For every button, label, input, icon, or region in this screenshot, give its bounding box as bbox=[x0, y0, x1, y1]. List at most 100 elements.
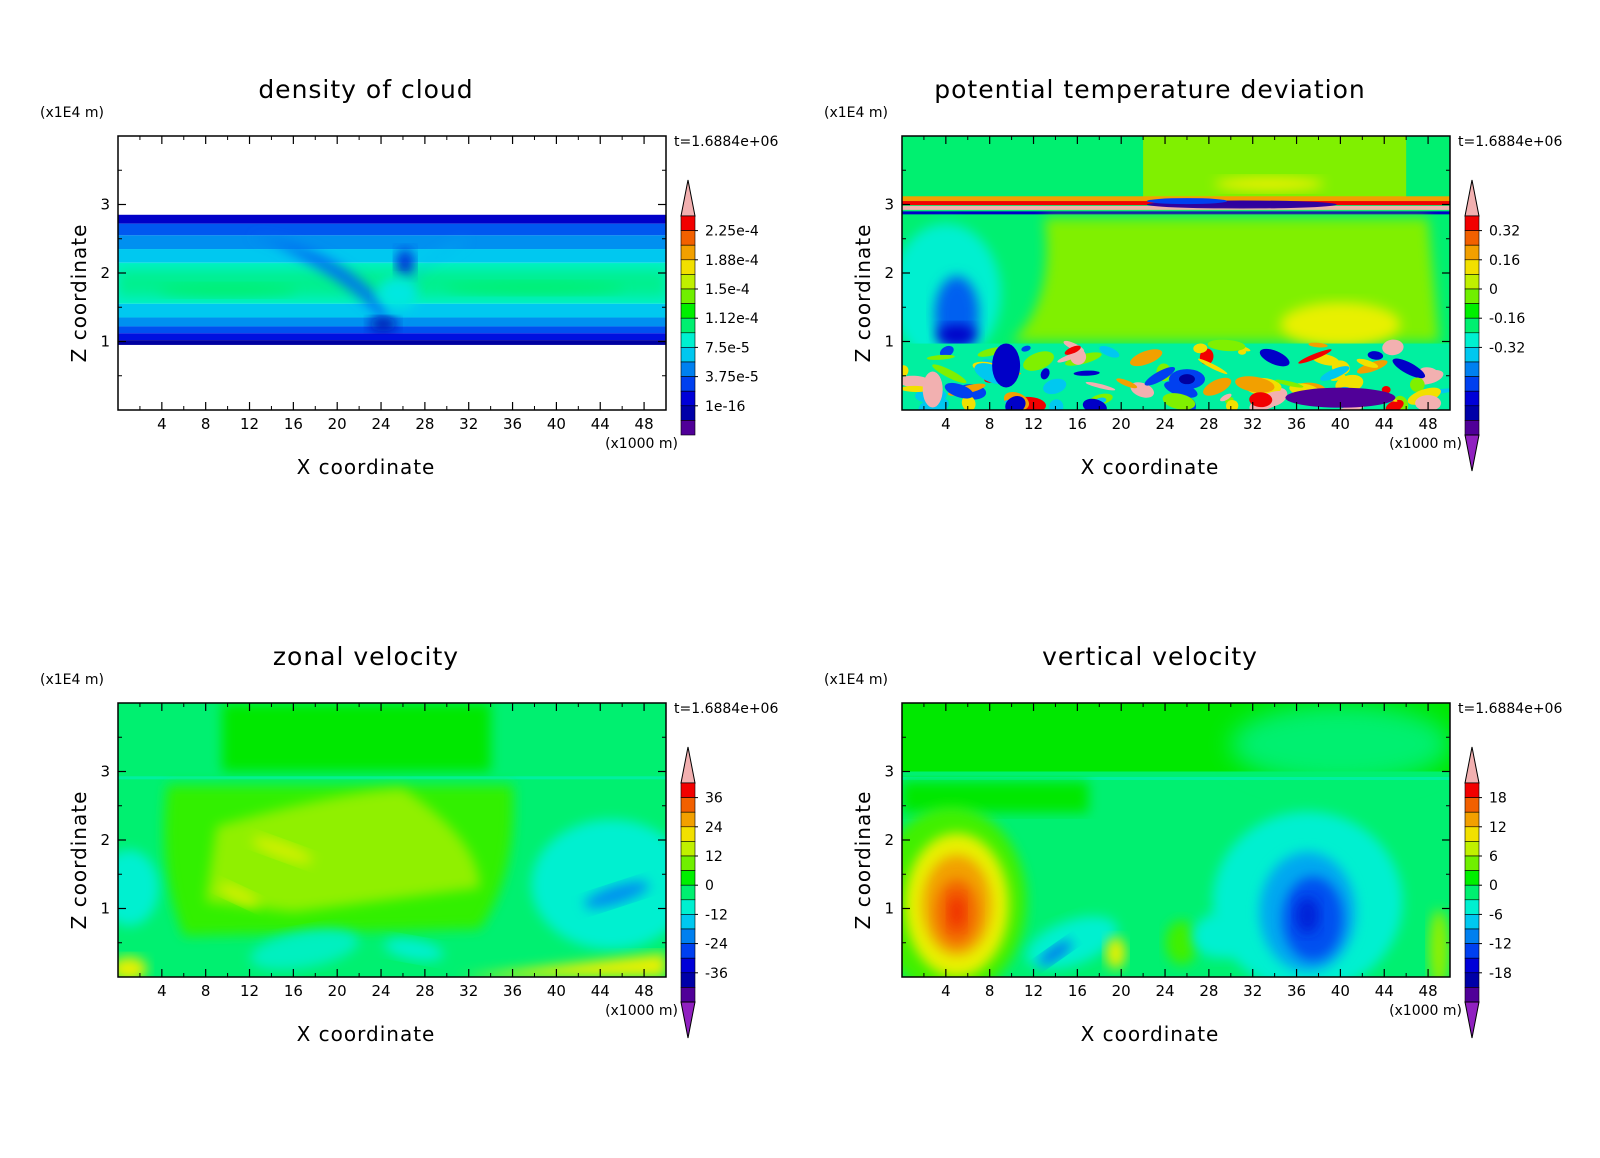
x-tick-label: 40 bbox=[547, 415, 566, 433]
turbulence-eddy bbox=[1249, 392, 1273, 408]
turbulence-eddy bbox=[1021, 345, 1031, 352]
turbulence-eddy bbox=[1198, 358, 1228, 375]
x-tick-label: 32 bbox=[1243, 415, 1262, 433]
z-axis-title: Z coordinate bbox=[67, 224, 91, 363]
turbulence-eddy bbox=[1162, 393, 1196, 410]
colorbar-swatch bbox=[1464, 317, 1480, 334]
turbulence-eddy bbox=[1410, 377, 1425, 392]
colorbar-swatch bbox=[680, 943, 696, 959]
z-unit-label: (x1E4 m) bbox=[824, 105, 888, 121]
right-cyan bbox=[531, 819, 666, 950]
colorbar-swatch bbox=[1464, 332, 1480, 348]
x-tick-label: 48 bbox=[1419, 982, 1438, 1000]
colorbar-label: 0.16 bbox=[1489, 253, 1520, 269]
z-tick-label: 1 bbox=[100, 900, 110, 918]
x-tick-label: 24 bbox=[1155, 982, 1174, 1000]
colorbar-label: 0 bbox=[705, 878, 714, 894]
cloud-plume bbox=[249, 235, 387, 328]
yg-region bbox=[205, 788, 480, 912]
turbulence-eddy bbox=[902, 375, 931, 388]
chart-title: zonal velocity bbox=[273, 642, 459, 671]
eddy-pink bbox=[922, 371, 943, 408]
turbulence-eddy bbox=[1085, 381, 1116, 391]
x-tick-label: 44 bbox=[1375, 982, 1394, 1000]
downdraft-core bbox=[1295, 897, 1320, 934]
turbulence-eddy bbox=[1203, 377, 1232, 396]
colorbar-swatch bbox=[1464, 943, 1480, 959]
colorbar-swatch bbox=[680, 826, 696, 842]
x-tick-label: 28 bbox=[1199, 982, 1218, 1000]
cloud-band bbox=[118, 214, 666, 224]
turbulence-eddy bbox=[1057, 352, 1082, 363]
turbulence-eddy bbox=[1082, 398, 1107, 410]
colorbar-label: -36 bbox=[705, 966, 728, 982]
colorbar-theta: 0.32 0.16 0 -0.16 -0.32 bbox=[1464, 179, 1525, 472]
turbulence-eddy bbox=[1073, 370, 1100, 376]
x-tick-label: 20 bbox=[328, 415, 347, 433]
x-tick-label: 8 bbox=[201, 982, 211, 1000]
x-tick-label: 36 bbox=[1287, 982, 1306, 1000]
colorbar-extend-max bbox=[1464, 746, 1480, 784]
cloud-green-streak bbox=[444, 282, 625, 295]
colorbar-label: 18 bbox=[1489, 791, 1507, 807]
colorbar-swatch bbox=[680, 244, 696, 261]
turbulence-eddy bbox=[1049, 399, 1064, 410]
colorbar-swatch bbox=[680, 274, 696, 290]
yellow-streak bbox=[218, 883, 259, 907]
colorbar-extend-min bbox=[680, 1001, 696, 1039]
colorbar-swatch bbox=[1464, 259, 1480, 275]
colorbar-extend-min bbox=[1464, 1001, 1480, 1039]
x-tick-label: 4 bbox=[157, 982, 167, 1000]
colorbar-swatch bbox=[1464, 215, 1480, 231]
upper-green bbox=[222, 703, 491, 772]
turbulence-eddy bbox=[1193, 343, 1208, 354]
cloud-band bbox=[118, 249, 666, 263]
upper-mint bbox=[1230, 704, 1450, 785]
colorbar-swatch bbox=[1464, 420, 1480, 436]
x-tick-label: 32 bbox=[1243, 982, 1262, 1000]
z-axis-title: Z coordinate bbox=[851, 791, 875, 930]
colorbar-label: 36 bbox=[705, 791, 723, 807]
colorbar-swatch bbox=[680, 317, 696, 334]
updraft-core bbox=[948, 895, 965, 928]
x-tick-label: 20 bbox=[328, 982, 347, 1000]
colorbar-label: 6 bbox=[1489, 849, 1498, 865]
turbulence-eddy bbox=[1274, 379, 1304, 388]
colorbar-extend-min bbox=[1464, 434, 1480, 472]
bottom-left-yellow bbox=[118, 956, 147, 977]
colorbar-swatch bbox=[1464, 987, 1480, 1003]
colorbar-swatch bbox=[680, 841, 696, 857]
colorbar-swatch bbox=[1464, 230, 1480, 246]
z-tick-label: 2 bbox=[100, 831, 110, 849]
x-tick-label: 12 bbox=[1024, 982, 1043, 1000]
turbulence-eddy bbox=[944, 382, 974, 399]
cloud-band bbox=[118, 340, 666, 345]
cloud-light-core bbox=[377, 277, 418, 310]
upper-yellow bbox=[1214, 176, 1325, 191]
colorbar-swatch bbox=[680, 332, 696, 348]
x-axis-title: X coordinate bbox=[297, 455, 436, 479]
colorbar-swatch bbox=[680, 782, 696, 798]
yellow-streak bbox=[252, 836, 313, 864]
colorbar-label: 1.88e-4 bbox=[705, 253, 759, 269]
colorbar-swatch bbox=[680, 288, 696, 304]
x-tick-label: 44 bbox=[591, 415, 610, 433]
x-tick-label: 24 bbox=[371, 982, 390, 1000]
colorbar-swatch bbox=[1464, 957, 1480, 974]
turbulence-eddy bbox=[961, 395, 976, 410]
z-tick-label: 1 bbox=[884, 900, 894, 918]
colorbar-swatch bbox=[1464, 841, 1480, 857]
x-tick-label: 44 bbox=[1375, 415, 1394, 433]
eddy-purple bbox=[1285, 387, 1396, 408]
colorbar-label: -12 bbox=[705, 907, 728, 923]
colorbar-label: -6 bbox=[1489, 907, 1503, 923]
x-tick-label: 16 bbox=[284, 415, 303, 433]
turbulence-eddy bbox=[1298, 349, 1332, 364]
cloud-band bbox=[118, 326, 666, 334]
colorbar-swatch bbox=[1464, 347, 1480, 363]
turbulence-eddy bbox=[1367, 351, 1384, 360]
turbulence-eddy bbox=[1259, 348, 1290, 367]
